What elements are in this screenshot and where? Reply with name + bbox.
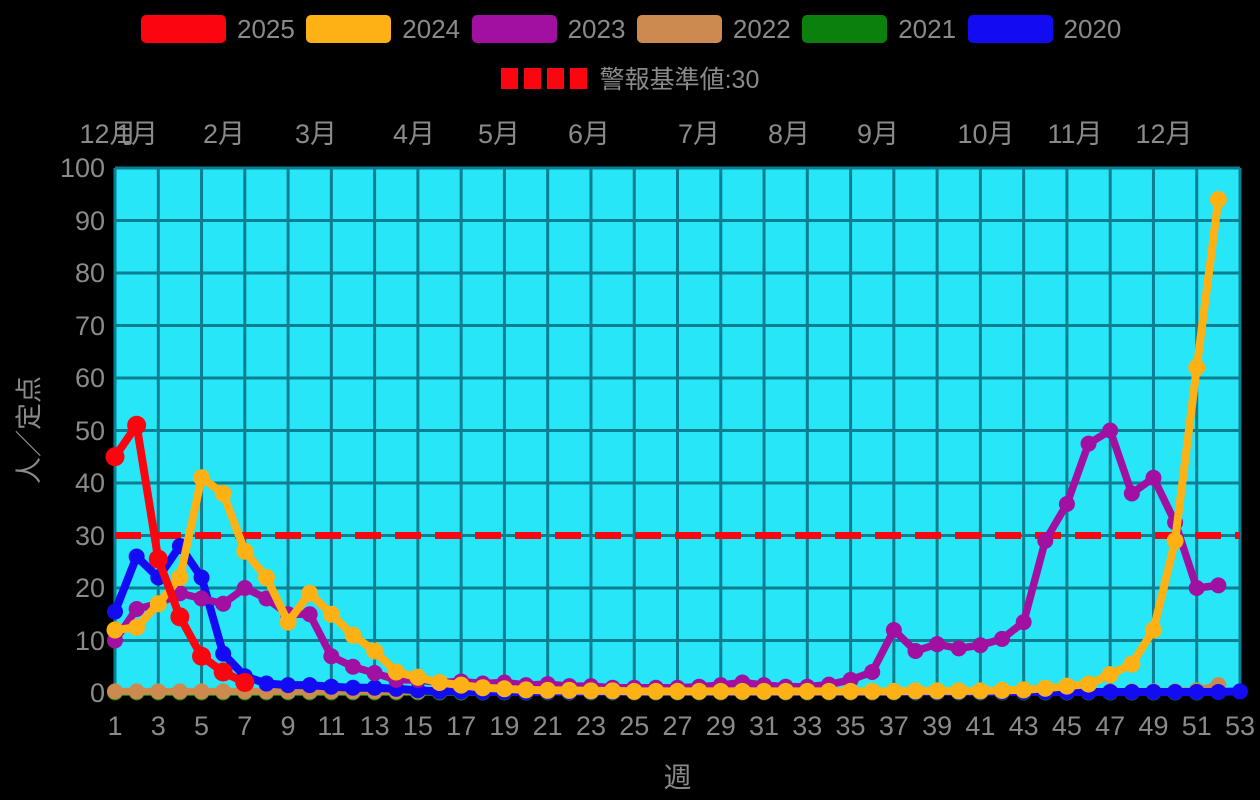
- legend-item-2022: 2022: [636, 14, 791, 44]
- y-tick-label: 20: [74, 573, 105, 603]
- x-tick-label: 51: [1181, 711, 1212, 741]
- legend-label: 2024: [402, 14, 461, 44]
- y-tick-label: 60: [74, 363, 105, 393]
- month-label: 7月: [677, 119, 721, 149]
- legend-item-2020: 2020: [967, 14, 1122, 44]
- x-tick-label: 31: [749, 711, 780, 741]
- month-label: 3月: [294, 119, 338, 149]
- y-tick-label: 30: [74, 520, 105, 551]
- legend-item-2021: 2021: [802, 15, 956, 43]
- legend-label: 2020: [1063, 14, 1122, 44]
- x-tick-label: 43: [1008, 711, 1039, 741]
- legend-swatch-2023: [471, 15, 557, 43]
- x-tick-label: 13: [359, 711, 390, 741]
- legend-swatch-2022: [636, 15, 722, 43]
- x-tick-label: 17: [446, 711, 477, 741]
- x-tick-label: 45: [1051, 711, 1082, 741]
- y-tick-label: 80: [74, 258, 105, 288]
- x-tick-label: 11: [317, 711, 346, 741]
- x-tick-label: 27: [662, 711, 693, 741]
- x-axis-title: 週: [663, 762, 692, 793]
- alert-threshold-legend: 警報基準値:30: [0, 60, 1260, 96]
- month-label: 6月: [567, 119, 611, 149]
- x-tick-label: 41: [965, 711, 996, 741]
- legend-swatch-2021: [802, 15, 888, 43]
- x-tick-label: 47: [1095, 711, 1126, 741]
- month-label: 5月: [477, 119, 521, 149]
- series-2024: [106, 191, 1227, 700]
- x-tick-label: 39: [922, 711, 953, 741]
- x-tick-label: 1: [107, 711, 123, 741]
- x-tick-label: 15: [402, 711, 433, 741]
- month-label: 9月: [856, 119, 900, 149]
- x-tick-label: 49: [1138, 711, 1169, 741]
- legend-label: 2023: [567, 14, 626, 44]
- month-label: 8月: [767, 119, 811, 149]
- legend-item-2025: 2025: [141, 15, 295, 43]
- legend-label: 2022: [732, 14, 791, 44]
- y-tick-label: 10: [74, 625, 105, 656]
- y-tick-label: 100: [59, 153, 105, 183]
- month-label: 12月: [1135, 119, 1193, 149]
- x-tick-label: 35: [835, 711, 866, 741]
- x-tick-label: 37: [878, 711, 909, 741]
- y-tick-label: 70: [74, 310, 105, 341]
- x-tick-label: 53: [1224, 711, 1256, 741]
- month-label: 11月: [1047, 119, 1103, 149]
- y-tick-label: 40: [74, 468, 105, 498]
- month-label: 4月: [392, 119, 436, 149]
- legend-swatch-2024: [306, 15, 392, 43]
- y-tick-label: 0: [89, 678, 105, 708]
- legend-label: 2021: [898, 14, 957, 44]
- x-tick-label: 5: [194, 711, 210, 741]
- x-tick-label: 19: [489, 711, 520, 741]
- x-tick-label: 33: [792, 711, 823, 741]
- legend-swatch-2025: [141, 15, 226, 43]
- chart-legend: 2025 2024 2023 2022 2021 2020: [0, 15, 1260, 49]
- x-tick-label: 7: [237, 711, 253, 741]
- x-tick-label: 9: [280, 711, 296, 741]
- legend-label: 2025: [237, 14, 295, 44]
- x-tick-label: 3: [150, 711, 166, 741]
- alert-threshold-dash-swatch: [500, 67, 589, 89]
- x-tick-label: 21: [532, 711, 563, 741]
- y-axis-title: 人／定点: [14, 376, 45, 484]
- x-tick-label: 29: [705, 711, 736, 741]
- x-tick-label: 23: [575, 711, 606, 741]
- legend-item-2024: 2024: [306, 15, 460, 43]
- month-label: 10月: [957, 119, 1015, 149]
- alert-threshold-label: 警報基準値:30: [599, 66, 760, 94]
- month-label: 12月: [79, 119, 137, 149]
- x-tick-label: 25: [619, 711, 650, 741]
- legend-swatch-2020: [967, 15, 1053, 43]
- series-2025: [105, 415, 255, 692]
- y-tick-label: 90: [74, 205, 105, 236]
- month-label: 2月: [202, 119, 246, 149]
- y-tick-label: 50: [74, 415, 105, 446]
- legend-item-2023: 2023: [471, 14, 626, 44]
- month-label: 1月: [115, 119, 159, 149]
